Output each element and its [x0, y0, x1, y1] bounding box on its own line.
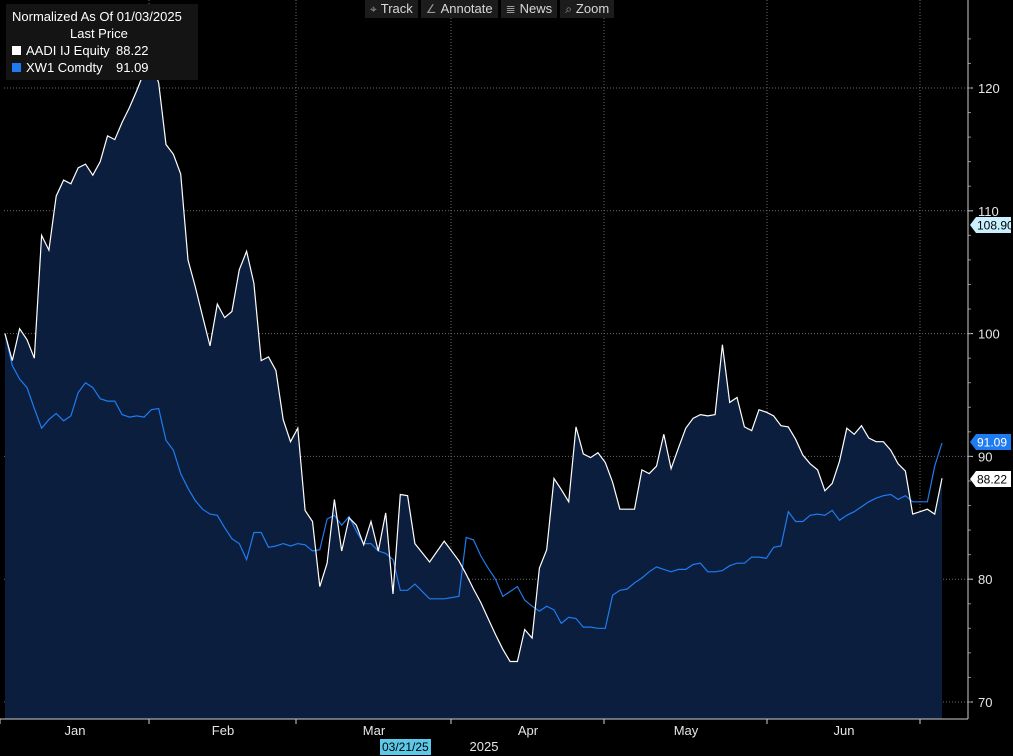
tag-aadi-last: 88.22: [970, 471, 1011, 487]
y-tick-label: 70: [978, 695, 992, 710]
value-tag-label: 91.09: [977, 436, 1007, 450]
aadi-series-area: [5, 59, 942, 720]
x-tick-label: May: [674, 723, 699, 738]
x-tick-label: Feb: [212, 723, 234, 738]
y-tick-label: 100: [978, 327, 1000, 342]
news-label: News: [519, 1, 553, 16]
last-value-tags: 108.90 91.09 88.22: [970, 217, 1013, 487]
xw1-series-line: [4, 333, 943, 629]
zoom-label: Zoom: [575, 1, 610, 16]
track-label: Track: [380, 1, 413, 16]
legend-item-value: 88.22: [116, 43, 149, 58]
value-tag-bg: [970, 471, 1011, 487]
value-tag-bg: [970, 217, 1011, 233]
y-axis: 70 80 90 100 110 120: [967, 0, 1000, 719]
legend-item-xw1[interactable]: XW1 Comdty 91.09: [12, 59, 192, 76]
y-tick-label: 120: [978, 81, 1000, 96]
magnifier-icon: ⌕: [565, 2, 572, 16]
legend-item-value: 91.09: [116, 60, 149, 75]
y-tick-label: 110: [978, 204, 999, 219]
value-tag-label: 108.90: [977, 219, 1013, 233]
zoom-button[interactable]: ⌕ Zoom: [560, 0, 615, 18]
chart-legend: Normalized As Of 01/03/2025 Last Price A…: [6, 4, 198, 80]
tag-xw1-last: 91.09: [970, 434, 1011, 450]
legend-item-name: XW1 Comdty: [26, 60, 103, 75]
annotate-label: Annotate: [440, 1, 493, 16]
legend-item-aadi[interactable]: AADI IJ Equity 88.22: [12, 42, 192, 59]
value-tag-label: 88.22: [977, 473, 1007, 487]
y-tick-label: 90: [978, 449, 992, 464]
crosshair-date-tag: 03/21/25: [380, 739, 431, 755]
x-tick-label: Mar: [363, 723, 386, 738]
chart-toolbar: ⌖ Track ∠ Annotate ≣ News ⌕ Zoom: [365, 0, 615, 18]
y-tick-label: 80: [978, 572, 992, 587]
x-year-label: 2025: [470, 739, 499, 754]
annotate-button[interactable]: ∠ Annotate: [420, 0, 498, 18]
legend-title: Normalized As Of 01/03/2025: [12, 9, 182, 24]
legend-subtitle: Last Price: [70, 26, 128, 41]
pencil-icon: ∠: [425, 2, 437, 16]
x-tick-label: Jan: [65, 723, 86, 738]
x-axis: Jan Feb Mar Apr May Jun 2025: [0, 718, 968, 754]
news-icon: ≣: [505, 2, 516, 16]
crosshair-icon: ⌖: [370, 2, 377, 16]
news-button[interactable]: ≣ News: [500, 0, 558, 18]
legend-item-name: AADI IJ Equity: [26, 43, 110, 58]
x-tick-label: Jun: [834, 723, 855, 738]
value-tag-bg: [970, 434, 1011, 450]
tag-108-90: 108.90: [970, 217, 1013, 233]
xw1-swatch: [12, 63, 21, 72]
aadi-swatch: [12, 46, 21, 55]
track-button[interactable]: ⌖ Track: [365, 0, 418, 18]
x-tick-label: Apr: [518, 723, 539, 738]
